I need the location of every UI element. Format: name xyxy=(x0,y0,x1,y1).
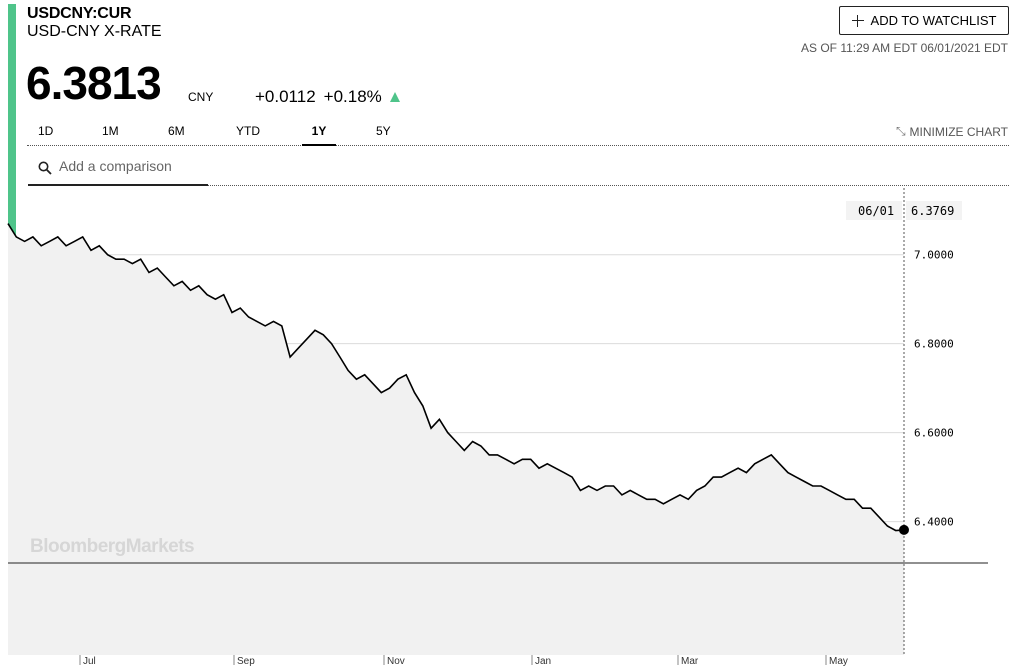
price-area-fill xyxy=(8,223,904,655)
x-axis-labels: Jul Sep Nov Jan Mar May xyxy=(79,655,848,667)
accent-bar xyxy=(8,4,16,260)
change-percent: +0.18% xyxy=(323,87,382,106)
last-price: 6.3813 xyxy=(26,57,162,109)
triangle-up-icon xyxy=(389,92,400,102)
collapse-arrows-icon: ⤡ xyxy=(895,124,906,138)
tab-1y[interactable]: 1Y xyxy=(302,123,336,146)
last-price-marker[interactable] xyxy=(899,524,909,535)
watchlist-label: ADD TO WATCHLIST xyxy=(870,13,997,28)
tab-1m[interactable]: 1M xyxy=(102,124,119,138)
x-tick-label: Jul xyxy=(83,656,96,667)
x-tick-label: Nov xyxy=(387,656,405,667)
add-to-watchlist-button[interactable]: ADD TO WATCHLIST xyxy=(839,6,1009,35)
y-axis-labels: 7.0000 6.8000 6.6000 6.4000 xyxy=(914,249,954,529)
security-name: USD-CNY X-RATE xyxy=(27,23,162,40)
tab-1d[interactable]: 1D xyxy=(38,124,54,138)
timeframe-tabs: 1D 1M 6M YTD 1Y 5Y xyxy=(27,123,1009,146)
y-tick-label: 6.6000 xyxy=(914,427,954,440)
hover-date: 06/01 xyxy=(858,204,894,218)
change-value: +0.0112 xyxy=(255,87,316,106)
minimize-label: MINIMIZE CHART xyxy=(909,124,1008,139)
price-chart[interactable]: BloombergMarkets 7.0000 6.8000 6.6000 6.400… xyxy=(0,188,1015,669)
hover-value: 6.3769 xyxy=(911,204,954,218)
plus-icon xyxy=(851,14,864,27)
search-icon xyxy=(38,161,52,175)
x-tick-label: May xyxy=(829,656,848,667)
as-of-timestamp: AS OF 11:29 AM EDT 06/01/2021 EDT xyxy=(801,41,1008,55)
price-change: +0.0112 +0.18% xyxy=(255,87,400,107)
search-underline xyxy=(28,184,208,186)
ticker-symbol: USDCNY:CUR xyxy=(27,5,132,22)
x-tick-label: Jan xyxy=(535,656,551,667)
tab-ytd[interactable]: YTD xyxy=(236,124,260,138)
watermark: BloombergMarkets xyxy=(30,536,194,557)
hover-date-box xyxy=(846,201,902,220)
price-line xyxy=(7,223,905,532)
y-tick-label: 7.0000 xyxy=(914,249,954,262)
tab-5y[interactable]: 5Y xyxy=(376,124,391,138)
y-tick-label: 6.8000 xyxy=(914,338,954,351)
x-tick-label: Sep xyxy=(237,656,255,667)
price-currency: CNY xyxy=(188,90,214,104)
minimize-chart-button[interactable]: ⤡ MINIMIZE CHART xyxy=(896,124,1008,139)
comparison-search xyxy=(28,150,1009,186)
comparison-input[interactable] xyxy=(59,158,229,174)
tab-6m[interactable]: 6M xyxy=(168,124,185,138)
hover-value-box xyxy=(906,201,962,220)
y-tick-label: 6.4000 xyxy=(914,516,954,529)
x-tick-label: Mar xyxy=(681,656,699,667)
